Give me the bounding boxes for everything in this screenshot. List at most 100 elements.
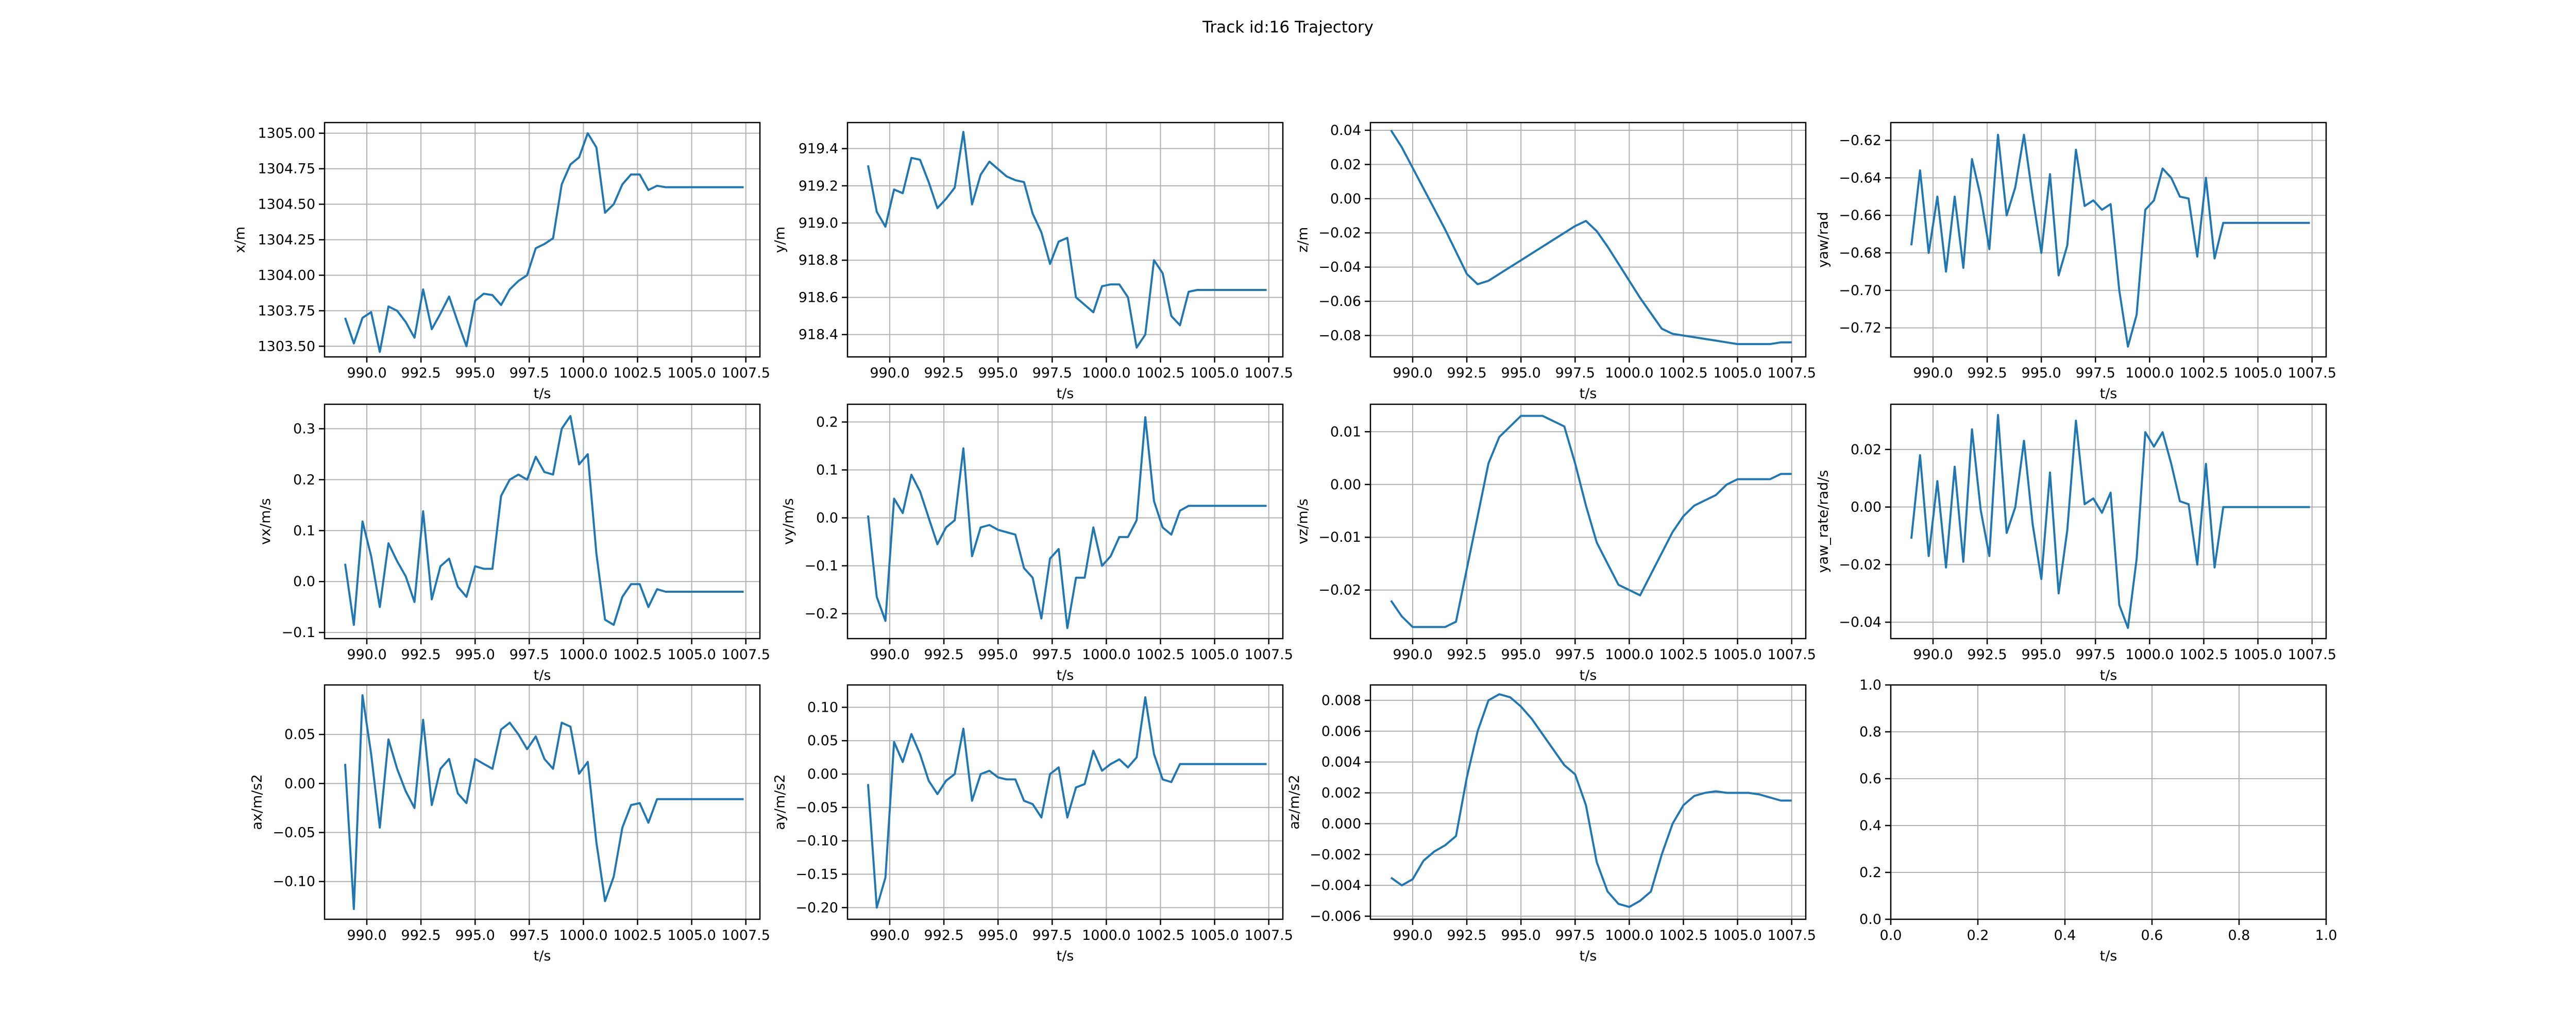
y-tick-label: 0.00: [1851, 500, 1882, 516]
x-tick-label: 992.5: [1447, 928, 1486, 943]
x-tick-label: 1000.0: [1605, 365, 1653, 381]
y-tick-label: 918.6: [799, 289, 838, 305]
y-tick-label: −0.70: [1839, 283, 1882, 299]
x-axis-label: t/s: [534, 948, 551, 964]
x-tick-label: 1005.0: [1713, 928, 1761, 943]
x-axis-label: t/s: [1057, 386, 1074, 402]
x-tick-label: 997.5: [510, 365, 549, 381]
series-line: [867, 131, 1267, 349]
x-tick-label: 1000.0: [2125, 365, 2174, 381]
x-tick-label: 990.0: [1393, 647, 1432, 663]
y-tick-label: 0.004: [1321, 754, 1361, 770]
x-tick-label: 997.5: [2076, 365, 2115, 381]
x-tick-label: 990.0: [1393, 928, 1432, 943]
x-tick-label: 1005.0: [1713, 365, 1761, 381]
x-tick-label: 997.5: [1555, 365, 1595, 381]
y-tick-label: −0.2: [804, 606, 838, 622]
x-tick-label: 992.5: [924, 928, 963, 943]
y-tick-label: −0.08: [1318, 328, 1361, 344]
x-tick-label: 1007.5: [1244, 365, 1293, 381]
x-axis-label: t/s: [2100, 667, 2117, 683]
y-tick-label: −0.002: [1310, 847, 1361, 863]
x-tick-label: 992.5: [1967, 647, 2007, 663]
y-tick-label: 0.04: [1330, 123, 1361, 139]
x-tick-label: 1007.5: [2287, 647, 2336, 663]
x-tick-label: 992.5: [1447, 365, 1486, 381]
x-tick-label: 1000.0: [559, 365, 607, 381]
x-tick-label: 1.0: [2315, 928, 2337, 943]
x-tick-label: 1002.5: [613, 928, 662, 943]
y-tick-label: −0.04: [1318, 260, 1361, 276]
y-tick-label: 0.1: [816, 462, 838, 478]
y-axis-label: yaw/rad: [1816, 212, 1832, 268]
series-line: [1910, 133, 2310, 348]
x-tick-label: 992.5: [924, 365, 963, 381]
subplot-11: 990.0 992.5 995.0 997.5 1000.0 1002.5 1005.0 10…: [1286, 684, 1816, 964]
x-tick-label: 1000.0: [1082, 647, 1130, 663]
y-axis-label: vx/m/s: [258, 498, 274, 545]
x-tick-label: 1002.5: [1659, 365, 1707, 381]
y-axis-label: z/m: [1295, 227, 1311, 253]
x-tick-label: 990.0: [870, 365, 909, 381]
subplot-10: 990.0 992.5 995.0 997.5 1000.0 1002.5 1005.0 10…: [772, 684, 1293, 964]
y-tick-label: 0.01: [1330, 424, 1361, 440]
x-tick-label: 1007.5: [1767, 928, 1816, 943]
x-tick-label: 1007.5: [721, 928, 770, 943]
x-tick-label: 990.0: [347, 647, 386, 663]
x-tick-label: 995.0: [978, 928, 1018, 943]
x-tick-label: 997.5: [1555, 928, 1595, 943]
series-line: [1390, 415, 1792, 628]
x-tick-label: 1002.5: [1659, 647, 1707, 663]
y-tick-label: −0.1: [804, 558, 838, 574]
y-tick-label: 0.008: [1321, 693, 1361, 709]
subplot-1: 990.0 992.5 995.0 997.5 1000.0 1002.5 1005.0 10…: [232, 122, 770, 402]
y-tick-label: 1305.00: [258, 126, 315, 142]
x-tick-label: 1002.5: [2179, 365, 2228, 381]
x-tick-label: 1005.0: [667, 365, 716, 381]
y-tick-label: −0.20: [795, 900, 838, 916]
subplot-2: 990.0 992.5 995.0 997.5 1000.0 1002.5 1005.0 10…: [772, 122, 1293, 402]
axes-frame: [1890, 403, 2327, 640]
series-line: [867, 416, 1267, 629]
x-tick-label: 1005.0: [2233, 647, 2282, 663]
subplot-grid: 990.0 992.5 995.0 997.5 1000.0 1002.5 1005.0 10…: [232, 122, 2337, 964]
x-tick-label: 990.0: [347, 928, 386, 943]
x-tick-label: 1000.0: [2125, 647, 2174, 663]
y-tick-label: −0.01: [1318, 529, 1361, 545]
x-axis-label: t/s: [1580, 667, 1597, 683]
y-tick-label: 919.0: [799, 215, 838, 231]
x-tick-label: 990.0: [1913, 365, 1953, 381]
y-tick-label: −0.72: [1839, 320, 1882, 336]
x-tick-label: 1007.5: [1767, 365, 1816, 381]
y-tick-label: −0.62: [1839, 133, 1882, 149]
axes-frame: [1890, 684, 2327, 920]
y-tick-label: 0.00: [284, 776, 315, 792]
x-tick-label: 995.0: [2022, 365, 2061, 381]
y-tick-label: −0.004: [1310, 878, 1361, 894]
x-tick-label: 1002.5: [2179, 647, 2228, 663]
x-tick-label: 997.5: [1032, 365, 1072, 381]
axes-frame: [846, 122, 1284, 358]
y-tick-label: 0.0: [816, 510, 838, 526]
x-tick-label: 1005.0: [2233, 365, 2282, 381]
x-tick-label: 1005.0: [667, 647, 716, 663]
y-tick-label: 0.000: [1321, 816, 1361, 832]
x-tick-label: 1005.0: [1190, 928, 1239, 943]
x-tick-label: 1002.5: [1659, 928, 1707, 943]
x-tick-label: 1000.0: [1605, 928, 1653, 943]
x-tick-label: 1007.5: [1244, 928, 1293, 943]
x-tick-label: 992.5: [924, 647, 963, 663]
subplot-8: 990.0 992.5 995.0 997.5 1000.0 1002.5 1005.0 10…: [1816, 403, 2336, 683]
y-tick-label: 0.00: [1330, 191, 1361, 207]
x-tick-label: 997.5: [510, 647, 549, 663]
x-axis-label: t/s: [534, 386, 551, 402]
y-tick-label: 0.2: [293, 472, 315, 488]
y-tick-label: −0.05: [795, 800, 838, 816]
x-tick-label: 990.0: [347, 365, 386, 381]
axes-frame: [1369, 403, 1807, 640]
x-tick-label: 1002.5: [1136, 928, 1184, 943]
x-tick-label: 995.0: [455, 365, 495, 381]
y-tick-label: 0.4: [1859, 818, 1882, 834]
y-tick-label: 919.4: [799, 141, 838, 157]
